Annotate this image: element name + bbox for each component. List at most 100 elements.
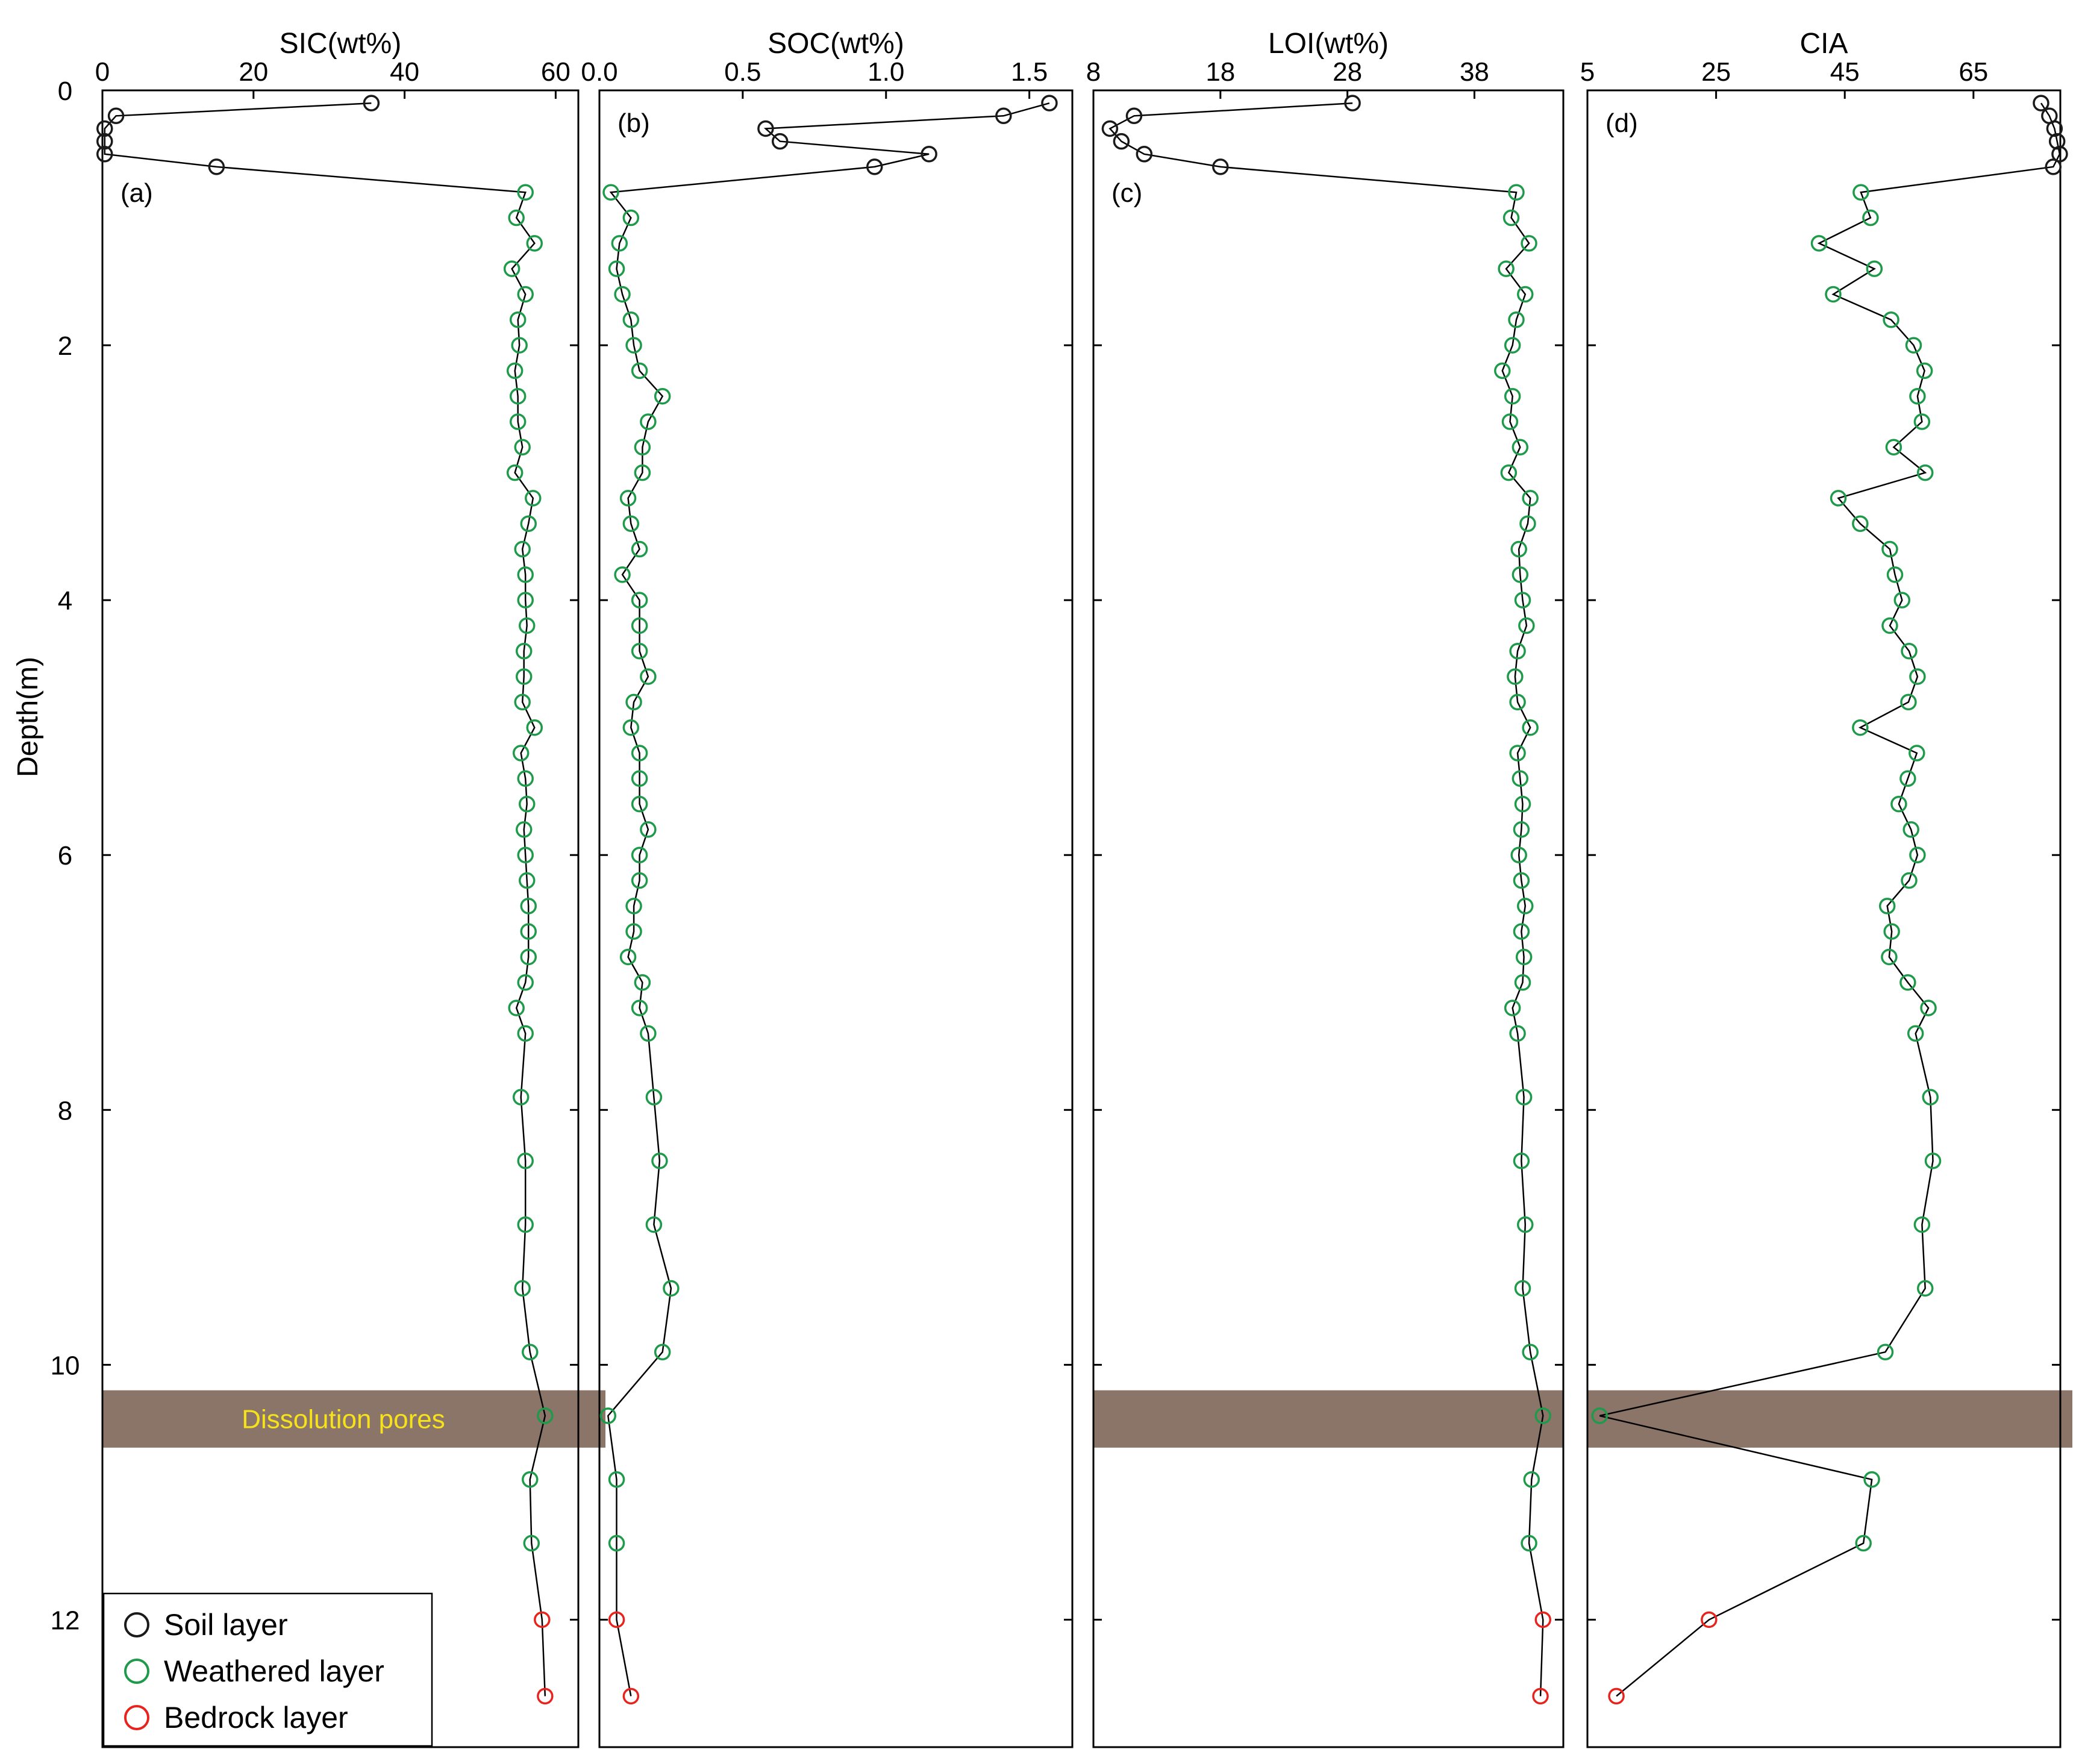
data-point-weathered: [509, 413, 527, 430]
data-point-weathered: [1509, 1025, 1526, 1042]
data-point-weathered: [1518, 617, 1535, 634]
data-point-weathered: [631, 617, 648, 634]
data-point-weathered: [1522, 719, 1539, 736]
data-point-weathered: [1591, 1407, 1608, 1424]
x-tick-label: 1.0: [868, 57, 904, 87]
data-point-weathered: [1893, 592, 1911, 608]
data-point-weathered: [1902, 821, 1919, 838]
data-point-weathered: [1862, 209, 1879, 227]
data-point-bedrock: [1534, 1611, 1552, 1628]
x-tick-label: 0.0: [581, 57, 617, 87]
x-tick-label: 60: [541, 57, 571, 87]
panel-c: 8 18 28 38 LOI(wt%) (c): [1086, 28, 1565, 1748]
data-point-weathered: [517, 1216, 534, 1233]
data-point-soil: [2046, 120, 2063, 137]
data-point-weathered: [1501, 413, 1519, 430]
data-point-bedrock: [1608, 1687, 1625, 1705]
data-point-weathered: [1514, 795, 1531, 813]
data-point-weathered: [1513, 1153, 1530, 1169]
dissolution-band-0: [102, 1390, 605, 1448]
data-point-soil: [2033, 95, 2049, 111]
data-point-weathered: [1920, 999, 1937, 1016]
data-point-weathered: [1877, 1343, 1894, 1360]
data-point-weathered: [1512, 566, 1529, 583]
x-axis-label: LOI(wt%): [1268, 28, 1389, 60]
data-point-weathered: [1852, 184, 1869, 201]
panel-label: (c): [1111, 178, 1142, 208]
data-point-weathered: [521, 1343, 539, 1360]
data-point-weathered: [1890, 795, 1907, 813]
data-point-weathered: [1905, 337, 1922, 354]
data-point-weathered: [654, 1343, 671, 1360]
data-point-weathered: [619, 490, 637, 507]
data-point-weathered: [517, 1025, 534, 1042]
y-tick-label: 8: [58, 1096, 72, 1125]
data-point-weathered: [1514, 974, 1531, 991]
data-point-weathered: [1913, 1216, 1931, 1233]
y-tick-label: 4: [58, 586, 72, 616]
data-point-soil: [96, 133, 113, 150]
data-point-weathered: [1909, 387, 1926, 405]
data-point-weathered: [608, 1534, 625, 1552]
legend-marker-weathered: [124, 1659, 149, 1684]
data-point-weathered: [631, 795, 648, 813]
data-point-weathered: [640, 668, 657, 685]
data-point-weathered: [1825, 286, 1842, 303]
data-point-weathered: [517, 846, 534, 863]
data-point-weathered: [640, 413, 657, 430]
dissolution-band-1: [1093, 1390, 1563, 1448]
data-point-weathered: [517, 974, 534, 991]
data-point-weathered: [1909, 668, 1926, 685]
data-point-weathered: [640, 1025, 657, 1042]
data-point-weathered: [1508, 311, 1525, 328]
data-point-weathered: [1881, 617, 1898, 634]
data-point-bedrock: [622, 1687, 640, 1705]
data-point-weathered: [1878, 898, 1896, 915]
series-line-d: [1599, 102, 2061, 1697]
x-axis-label: SIC(wt%): [280, 28, 402, 60]
data-point-weathered: [1883, 923, 1900, 940]
panel-label: (a): [120, 178, 153, 208]
data-point-weathered: [506, 464, 524, 481]
data-point-weathered: [634, 464, 651, 481]
data-point-weathered: [622, 515, 640, 532]
x-tick-label: 8: [1086, 57, 1101, 87]
data-point-weathered: [1504, 999, 1521, 1016]
data-point-soil: [96, 120, 113, 137]
data-point-weathered: [1521, 235, 1537, 252]
data-point-soil: [1212, 158, 1229, 175]
legend-marker-bedrock: [124, 1705, 149, 1730]
data-point-weathered: [1507, 668, 1524, 685]
data-point-soil: [2051, 146, 2068, 163]
data-point-weathered: [1508, 184, 1525, 201]
x-tick-label: 65: [1959, 57, 1988, 87]
data-point-weathered: [1852, 719, 1869, 736]
data-point-weathered: [1916, 1280, 1934, 1297]
x-tick-label: 28: [1333, 57, 1362, 87]
data-point-weathered: [1510, 540, 1527, 558]
data-point-weathered: [1494, 362, 1511, 380]
data-point-weathered: [506, 362, 524, 380]
panel-label: (d): [1605, 108, 1638, 138]
data-point-soil: [1136, 146, 1153, 163]
data-point-soil: [96, 146, 113, 163]
data-point-bedrock: [1701, 1611, 1718, 1628]
data-point-weathered: [1514, 592, 1531, 608]
data-point-weathered: [622, 209, 640, 227]
data-point-weathered: [1522, 1343, 1539, 1360]
data-point-weathered: [1881, 540, 1898, 558]
x-tick-label: 25: [1701, 57, 1731, 87]
data-point-weathered: [1500, 464, 1518, 481]
data-point-weathered: [526, 719, 543, 736]
data-point-weathered: [1517, 898, 1534, 915]
data-point-soil: [757, 120, 774, 137]
data-point-soil: [866, 158, 883, 175]
x-tick-label: 0: [95, 57, 110, 87]
data-point-weathered: [608, 260, 625, 277]
data-point-weathered: [515, 821, 533, 838]
data-point-weathered: [1502, 209, 1520, 227]
data-point-weathered: [514, 540, 531, 558]
data-point-weathered: [518, 617, 536, 634]
data-point-weathered: [517, 592, 534, 608]
